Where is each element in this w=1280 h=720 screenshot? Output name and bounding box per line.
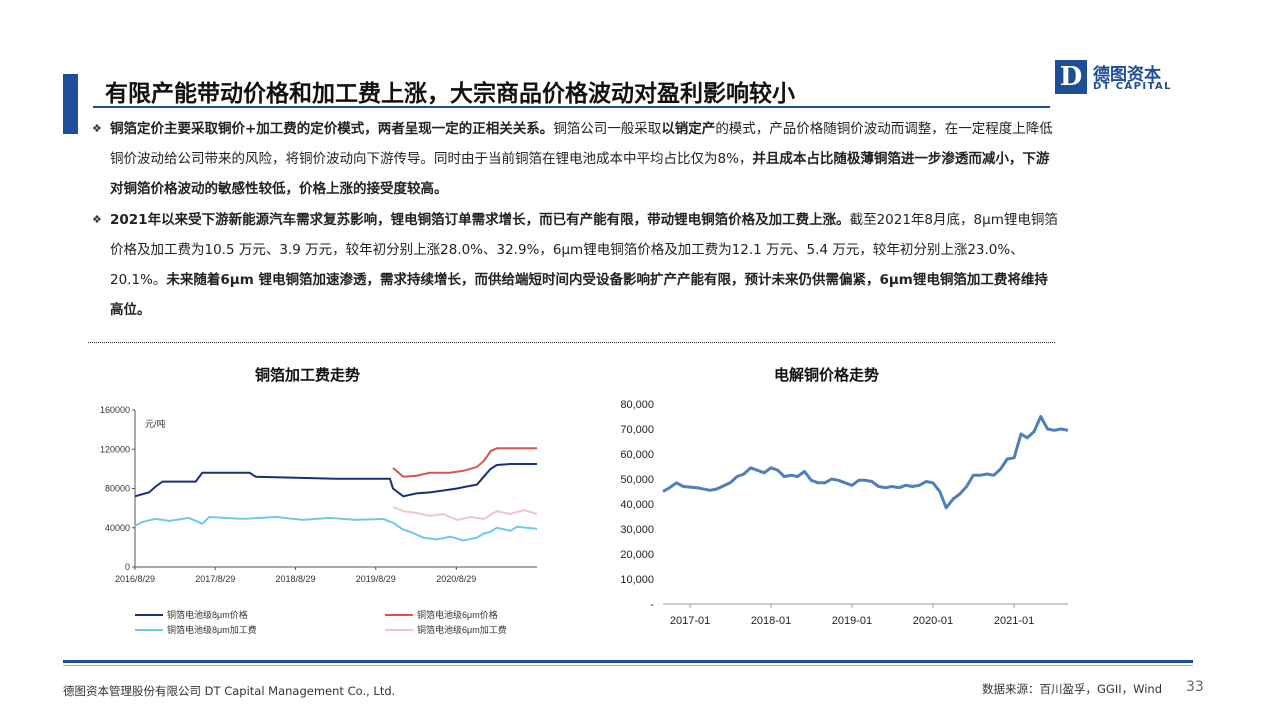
bullet-segment: 以销定产 [661, 121, 716, 137]
legend-label: 铜箔电池级6μm价格 [417, 609, 498, 620]
y-tick-label: 10,000 [620, 574, 654, 586]
y-tick-label: 160000 [100, 405, 130, 415]
series-line [134, 463, 537, 498]
legend-label: 铜箔电池级6μm加工费 [417, 624, 507, 635]
page-title: 有限产能带动价格和加工费上涨，大宗商品价格波动对盈利影响较小 [105, 81, 795, 107]
bullet-segment: 的模式，产品价格随铜价波动而调整，在一定程度上降低铜价波动给公司带来的风险，将铜… [110, 121, 1053, 167]
logo-text-en: DT CAPITAL [1093, 81, 1172, 92]
chart-title-processing-fee: 铜箔加工费走势 [255, 366, 361, 384]
processing-fee-chart: 0 40000 80000 120000 160000 元/吨 2016/8/29 2017/… [100, 405, 538, 635]
x-tick-label: 2017-01 [670, 615, 710, 627]
footer-source: 数据来源：百川盈孚，GGII，Wind [982, 682, 1163, 696]
footer-company: 德图资本管理股份有限公司 DT Capital Management Co., … [63, 684, 396, 698]
bullet-point-2: ❖ 2021年以来受下游新能源汽车需求复苏影响，锂电铜箔订单需求增长，而已有产能… [92, 205, 1060, 325]
company-logo: D 德图资本 DT CAPITAL [1055, 60, 1180, 98]
series-line [662, 415, 1069, 510]
bullet-text: 2021年以来受下游新能源汽车需求复苏影响，锂电铜箔订单需求增长，而已有产能有限… [110, 205, 1060, 325]
bullet-segment: 截至2021年8月底，8μm锂电铜箔价格及加工费为10.5 万元、3.9 万元，… [110, 212, 1058, 288]
bullet-segment: 2021年以来受下游新能源汽车需求复苏影响，锂电铜箔订单需求增长，而已有产能有限… [110, 212, 850, 228]
x-tick-label: 2021-01 [994, 615, 1034, 627]
y-tick-label: 40,000 [620, 499, 654, 511]
series-line [392, 447, 537, 478]
y-tick-label: 60,000 [620, 449, 654, 461]
y-tick-label: 50,000 [620, 474, 654, 486]
footer-rule [63, 660, 1193, 663]
copper-price-chart: - 10,000 20,000 30,000 40,000 50,000 60,000 70,… [620, 399, 1069, 627]
bullet-segment: 铜箔定价主要采取铜价+加工费的定价模式，两者呈现一定的正相关关系。 [110, 121, 554, 137]
bullet-point-1: ❖ 铜箔定价主要采取铜价+加工费的定价模式，两者呈现一定的正相关关系。铜箔公司一… [92, 114, 1060, 204]
y-tick-label: 70,000 [620, 424, 654, 436]
y-tick-label: 30,000 [620, 524, 654, 536]
y-tick-label: 120000 [100, 444, 130, 454]
section-divider [88, 342, 1055, 343]
y-tick-label: 20,000 [620, 549, 654, 561]
x-tick-label: 2020-01 [913, 615, 953, 627]
bullet-segment: 铜箔公司一般采取 [553, 121, 662, 137]
y-axis-unit-label: 元/吨 [145, 418, 166, 429]
y-tick-label: 80,000 [620, 399, 654, 411]
x-tick-label: 2019-01 [832, 615, 872, 627]
y-tick-label: 40000 [105, 523, 130, 533]
x-tick-label: 2017/8/29 [195, 574, 235, 584]
series-line [392, 506, 538, 521]
legend-label: 铜箔电池级8μm加工费 [167, 624, 257, 635]
bullet-segment: 未来随着6μm 锂电铜箔加速渗透，需求持续增长，而供给端短时间内受设备影响扩产产… [110, 272, 1048, 318]
x-tick-label: 2018/8/29 [276, 574, 316, 584]
chart-title-copper-price: 电解铜价格走势 [774, 366, 880, 384]
page-number: 33 [1186, 679, 1204, 695]
x-tick-label: 2019/8/29 [356, 574, 396, 584]
x-tick-label: 2020/8/29 [436, 574, 476, 584]
bullet-text: 铜箔定价主要采取铜价+加工费的定价模式，两者呈现一定的正相关关系。铜箔公司一般采… [110, 114, 1060, 204]
diamond-bullet-icon: ❖ [92, 213, 102, 226]
bullet-segment: 并且成本占比随极薄铜箔进一步渗透而减小，下游对铜箔价格波动的敏感性较低，价格上涨… [110, 151, 1050, 197]
series-line [134, 515, 538, 542]
logo-text-cn: 德图资本 [1093, 65, 1161, 85]
legend-label: 铜箔电池级8μm价格 [167, 609, 248, 620]
footer-rule-thin [63, 665, 1193, 666]
x-tick-label: 2016/8/29 [115, 574, 155, 584]
title-accent-bar [63, 74, 78, 134]
title-underline [93, 106, 1050, 108]
y-tick-label: - [650, 599, 654, 611]
y-tick-label: 80000 [105, 484, 130, 494]
x-tick-label: 2018-01 [751, 615, 791, 627]
logo-mark-icon: D [1055, 60, 1087, 94]
y-tick-label: 0 [125, 562, 130, 572]
diamond-bullet-icon: ❖ [92, 122, 102, 135]
